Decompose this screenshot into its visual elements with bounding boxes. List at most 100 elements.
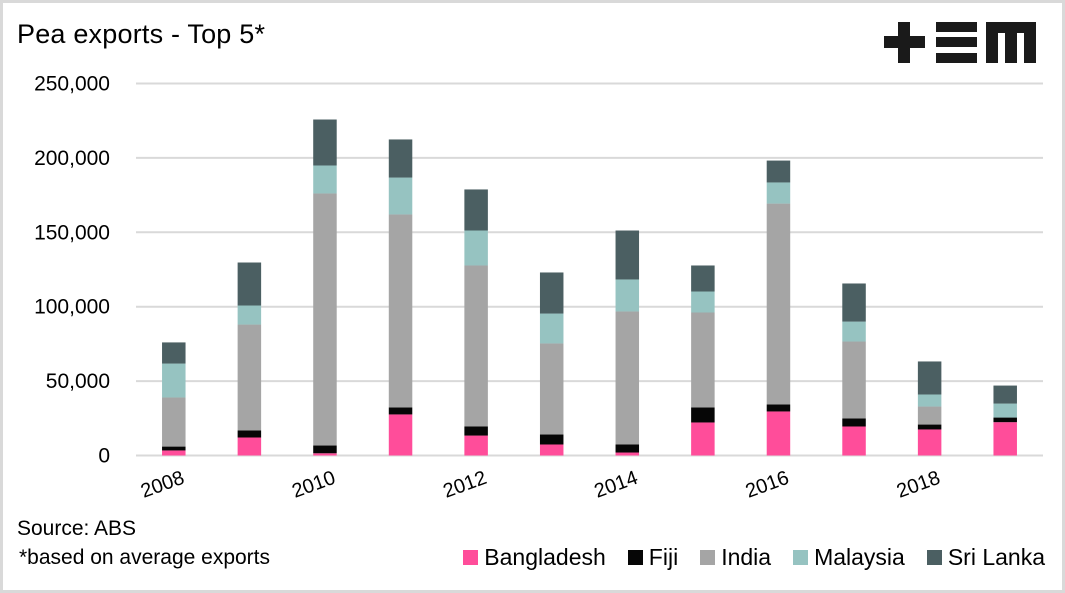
- bar-segment-fiji-2010: [313, 445, 337, 454]
- bar-segment-india-2014: [615, 311, 640, 445]
- bar-segment-malaysia-2010: [313, 165, 337, 194]
- legend-swatch: [793, 550, 809, 565]
- bar-segment-india-2011: [388, 214, 413, 408]
- bar-segment-bangladesh-2017: [842, 426, 866, 456]
- bar-segment-sri-lanka-2018: [917, 361, 942, 395]
- bar-segment-sri-lanka-2019: [993, 385, 1017, 404]
- bar-segment-sri-lanka-2016: [766, 160, 791, 183]
- bar-segment-malaysia-2009: [237, 305, 262, 325]
- legend-item-fiji: Fiji: [627, 544, 679, 571]
- bar-segment-sri-lanka-2008: [162, 342, 186, 364]
- bar-segment-fiji-2011: [388, 407, 413, 415]
- bar-segment-malaysia-2008: [162, 363, 186, 398]
- bar-stack-2012: [464, 189, 488, 456]
- bar-segment-fiji-2018: [917, 424, 942, 430]
- bar-segment-sri-lanka-2014: [615, 230, 640, 280]
- bar-segment-india-2008: [162, 397, 186, 447]
- x-tick-label: 2016: [743, 467, 792, 503]
- bar-segment-sri-lanka-2015: [691, 265, 715, 292]
- bar-segment-bangladesh-2015: [691, 422, 715, 456]
- bar-segment-bangladesh-2010: [313, 453, 337, 456]
- bar-segment-india-2018: [917, 406, 942, 425]
- bar-segment-bangladesh-2009: [237, 437, 262, 456]
- bar-stack-2010: [313, 119, 337, 456]
- bar-segment-bangladesh-2008: [162, 450, 186, 456]
- bar-segment-malaysia-2018: [917, 394, 942, 407]
- bar-segment-fiji-2016: [766, 404, 791, 412]
- legend-swatch: [700, 550, 716, 565]
- logo-e-bar-top: [936, 22, 977, 32]
- bar-segment-malaysia-2012: [464, 230, 488, 266]
- bar-stack-2013: [539, 272, 564, 456]
- y-tick-label: 0: [98, 445, 110, 468]
- bar-segment-sri-lanka-2011: [388, 139, 413, 178]
- bar-segment-malaysia-2011: [388, 177, 413, 215]
- bar-segment-fiji-2019: [993, 417, 1017, 423]
- bar-stack-2017: [842, 283, 866, 456]
- y-tick-label: 200,000: [34, 147, 110, 170]
- legend-swatch: [926, 550, 942, 565]
- bar-segment-malaysia-2019: [993, 403, 1017, 418]
- tem-logo: [884, 22, 1036, 63]
- legend: Bangladesh Fiji India Malaysia Sri Lanka: [441, 544, 1045, 571]
- bar-segment-malaysia-2014: [615, 279, 640, 312]
- y-tick-label: 150,000: [34, 221, 110, 244]
- bar-segment-sri-lanka-2010: [313, 119, 337, 166]
- x-tick-label: 2014: [591, 467, 640, 503]
- bar-segment-fiji-2012: [464, 426, 488, 436]
- bar-stack-2008: [162, 342, 186, 456]
- legend-label: Fiji: [648, 544, 679, 570]
- bar-segment-india-2012: [464, 265, 488, 427]
- bar-segment-india-2017: [842, 341, 866, 419]
- bar-stack-2014: [615, 230, 640, 456]
- legend-item-sri-lanka: Sri Lanka: [926, 544, 1045, 571]
- logo-plus-vertical: [898, 22, 910, 63]
- legend-swatch: [627, 550, 643, 565]
- bar-segment-bangladesh-2011: [388, 414, 413, 456]
- bar-segment-india-2010: [313, 193, 337, 446]
- bar-stack-2011: [388, 139, 413, 456]
- bar-stack-2016: [766, 160, 791, 456]
- y-tick-label: 50,000: [46, 370, 110, 393]
- chart-title: Pea exports - Top 5*: [17, 19, 266, 49]
- y-tick-label: 250,000: [34, 73, 110, 96]
- bar-segment-sri-lanka-2013: [539, 272, 564, 314]
- bar-segment-fiji-2015: [691, 407, 715, 423]
- bar-stack-2019: [993, 385, 1017, 456]
- legend-item-bangladesh: Bangladesh: [463, 544, 606, 571]
- bar-segment-malaysia-2015: [691, 291, 715, 313]
- legend-item-india: India: [700, 544, 771, 571]
- bars: [162, 119, 1017, 456]
- x-tick-label: 2010: [289, 467, 338, 503]
- bar-segment-malaysia-2013: [539, 313, 564, 344]
- x-tick-label: 2008: [138, 467, 187, 503]
- bar-segment-india-2013: [539, 343, 564, 435]
- bar-segment-malaysia-2016: [766, 182, 791, 204]
- logo-e-bar-middle: [936, 37, 977, 47]
- x-tick-label: 2018: [894, 467, 943, 503]
- bar-stack-2018: [917, 361, 942, 456]
- y-axis-tick-labels: 0 50,000 100,000 150,000 200,000 250,000: [34, 73, 110, 468]
- bar-segment-sri-lanka-2012: [464, 189, 488, 231]
- bar-segment-malaysia-2017: [842, 321, 866, 342]
- legend-label: Bangladesh: [484, 544, 606, 570]
- y-tick-label: 100,000: [34, 296, 110, 319]
- bar-segment-bangladesh-2014: [615, 452, 640, 456]
- bar-segment-sri-lanka-2009: [237, 262, 262, 306]
- bar-segment-bangladesh-2013: [539, 444, 564, 456]
- logo-e-bar-bottom: [936, 53, 977, 63]
- source-note: Source: ABS: [17, 517, 137, 540]
- footnote: *based on average exports: [19, 546, 271, 569]
- bar-segment-india-2015: [691, 312, 715, 408]
- bar-segment-fiji-2008: [162, 446, 186, 451]
- bar-segment-bangladesh-2018: [917, 429, 942, 456]
- x-tick-label: 2012: [440, 467, 489, 503]
- bar-segment-bangladesh-2016: [766, 411, 791, 456]
- bar-segment-india-2016: [766, 203, 791, 405]
- bar-segment-fiji-2017: [842, 418, 866, 427]
- bar-stack-2015: [691, 265, 715, 456]
- legend-swatch: [463, 550, 479, 565]
- bar-segment-bangladesh-2019: [993, 422, 1017, 456]
- legend-label: India: [721, 544, 772, 570]
